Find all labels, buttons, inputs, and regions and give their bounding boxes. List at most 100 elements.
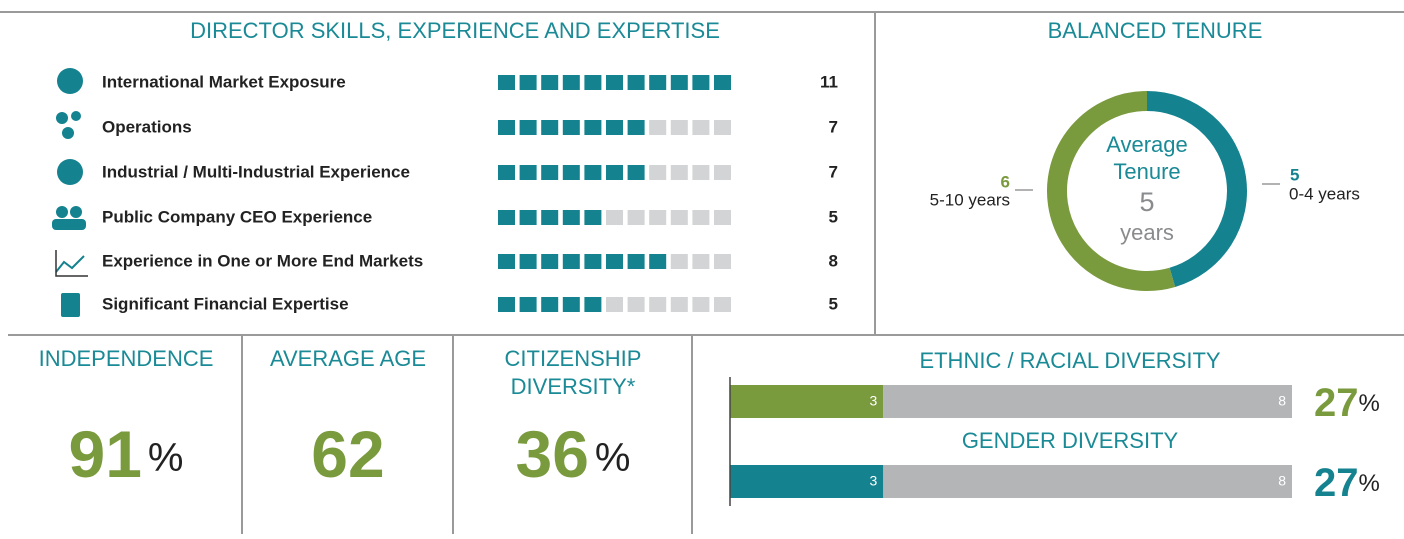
section-title: BALANCED TENURE [1048,18,1263,43]
unit-square [541,120,559,135]
bar-segment [883,465,1292,498]
percent-value: 27 [1314,461,1359,505]
unit-square [498,165,515,180]
unit-square [562,297,580,312]
section-title: DIRECTOR SKILLS, EXPERIENCE AND EXPERTIS… [190,18,720,43]
center-value: 5 [1139,187,1154,217]
unit-square [541,165,559,180]
segment-label: 5-10 years [930,190,1010,209]
skill-value: 5 [829,207,838,226]
unit-square [670,210,688,225]
segment-value: 3 [869,393,877,409]
center-label: Average [1106,132,1188,157]
percent: 27% [1314,461,1380,505]
skill-value: 8 [829,251,838,270]
percent: 27% [1314,381,1380,425]
unit-square [584,120,602,135]
unit-square [627,165,645,180]
unit-square [606,120,623,135]
stat-value: 91 [69,417,142,491]
unit-square [606,75,623,90]
unit-square [541,297,559,312]
percent-value: 27 [1314,381,1359,425]
frame [0,11,1404,534]
section-title: GENDER DIVERSITY [962,428,1179,453]
unit-bar [498,165,731,180]
unit-square [541,210,559,225]
segment-value: 6 [1001,172,1010,191]
unit-square [649,165,667,180]
skill-value: 7 [829,162,838,181]
unit-square [649,210,667,225]
unit-square [584,297,602,312]
unit-square [649,75,667,90]
skill-label: Significant Financial Expertise [102,294,349,313]
unit-square [714,254,731,269]
donut-segment [1047,91,1176,291]
unit-square [584,254,602,269]
segment-value: 8 [1278,473,1286,489]
unit-square [498,75,515,90]
unit-square [606,210,623,225]
unit-square [519,210,537,225]
unit-square [562,75,580,90]
unit-square [562,210,580,225]
bar-segment [730,385,884,418]
stat-value: 36 [516,417,589,491]
unit-square [649,120,667,135]
unit-square [498,254,515,269]
unit-square [692,254,710,269]
bar-segment [730,465,884,498]
unit-square [519,297,537,312]
unit-square [519,75,537,90]
unit-square [541,254,559,269]
unit-square [670,254,688,269]
unit-square [606,297,623,312]
unit-bar [498,210,731,225]
segment-value: 3 [869,473,877,489]
unit-square [670,165,688,180]
unit-square [627,75,645,90]
unit-square [562,254,580,269]
unit-square [606,254,623,269]
skill-icons [52,68,88,317]
percent-unit: % [1359,390,1380,417]
unit-square [584,75,602,90]
unit-square [649,254,667,269]
unit-bar [498,254,731,269]
unit-square [584,165,602,180]
unit-square [519,120,537,135]
unit-square [670,297,688,312]
unit-square [627,297,645,312]
stat-title: CITIZENSHIP [505,346,642,371]
unit-square [714,210,731,225]
bar-segment [883,385,1292,418]
unit-square [606,165,623,180]
skill-label: Industrial / Multi-Industrial Experience [102,162,410,181]
segment-value: 8 [1278,393,1286,409]
unit-square [692,297,710,312]
unit-square [498,120,515,135]
unit-square [584,210,602,225]
stat: 91% [69,417,184,491]
skill-label: Operations [102,117,192,136]
unit-square [692,75,710,90]
unit-square [714,165,731,180]
unit-bar [498,75,731,90]
skill-value: 7 [829,117,838,136]
unit-square [692,120,710,135]
segment-value: 5 [1290,165,1299,184]
unit-square [670,120,688,135]
stat-title: AVERAGE AGE [270,346,426,371]
stat-value: 62 [311,417,384,491]
percent-unit: % [1359,470,1380,497]
unit-square [627,254,645,269]
stat-unit: % [148,436,184,480]
center-unit: years [1120,220,1174,245]
unit-square [714,120,731,135]
center-label: Tenure [1113,159,1180,184]
unit-square [692,210,710,225]
unit-square [519,165,537,180]
stat-title: INDEPENDENCE [39,346,214,371]
